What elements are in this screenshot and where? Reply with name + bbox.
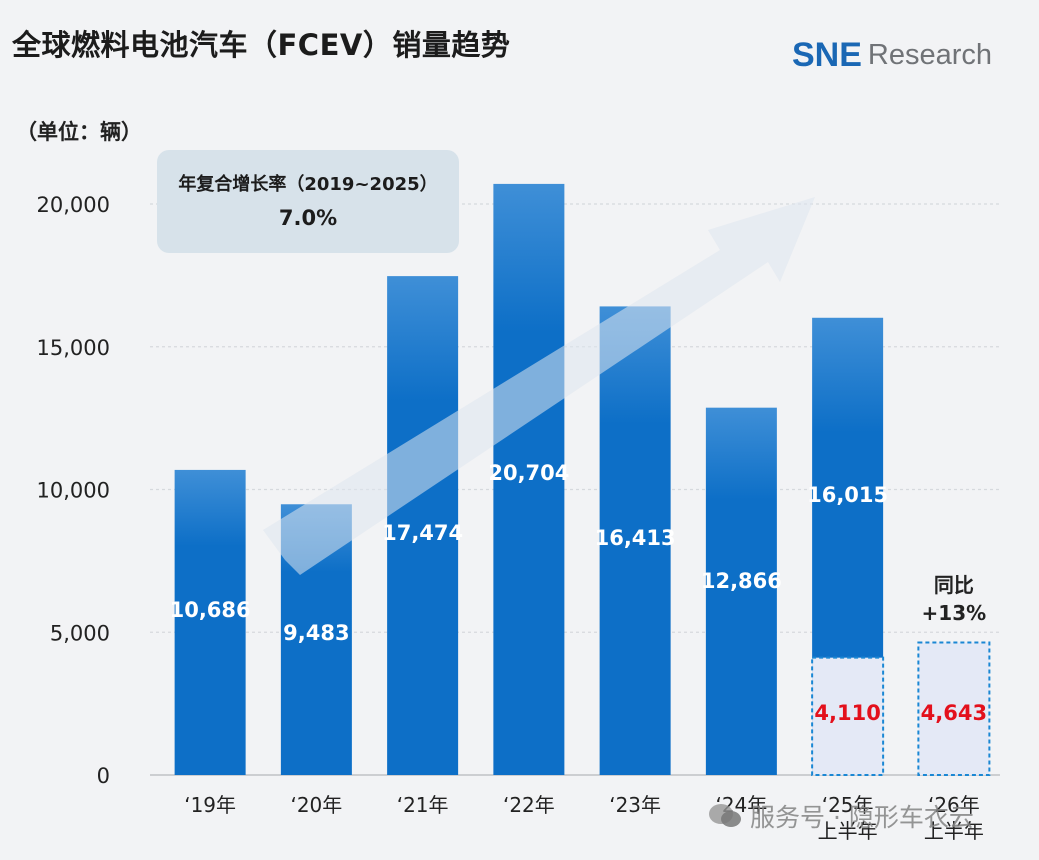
y-tick-label: 5,000 (50, 621, 110, 645)
bar-value-label: 10,686 (170, 598, 251, 622)
x-tick-label: ‘20年 (290, 793, 342, 817)
yoy-label-line2: +13% (922, 601, 987, 625)
x-tick-label: ‘21年 (397, 793, 449, 817)
bar-value-label: 12,866 (701, 569, 782, 593)
y-tick-label: 0 (97, 764, 110, 788)
wechat-icon (709, 804, 741, 827)
bar-value-label: 17,474 (382, 521, 463, 545)
sne-research-logo: SNE Research (792, 30, 992, 80)
unit-label: （单位：辆） (16, 120, 142, 144)
x-tick-label: 上半年 (818, 819, 878, 843)
bar-value-label: 9,483 (283, 621, 349, 645)
y-tick-label: 10,000 (37, 479, 110, 503)
x-tick-label: ‘23年 (609, 793, 661, 817)
bar (705, 407, 777, 775)
h1-bar (811, 656, 885, 776)
y-tick-label: 15,000 (37, 336, 110, 360)
yoy-label-line1: 同比 (934, 573, 974, 597)
x-tick-label: ‘22年 (503, 793, 555, 817)
trend-arrow (263, 197, 815, 575)
x-tick-label: 上半年 (924, 819, 984, 843)
bar-value-label: 20,704 (488, 461, 569, 485)
h1-value-label: 4,643 (921, 701, 987, 725)
logo-sne-text: SNE (792, 35, 862, 74)
chart-title: 全球燃料电池汽车（FCEV）销量趋势 (12, 28, 511, 62)
bar-value-label: 16,413 (595, 526, 676, 550)
y-tick-label: 20,000 (37, 193, 110, 217)
cagr-label: 年复合增长率（2019~2025） (178, 174, 438, 195)
cagr-value: 7.0% (278, 206, 338, 230)
bar (493, 183, 565, 775)
bar-value-label: 16,015 (807, 483, 888, 507)
h1-value-label: 4,110 (814, 701, 880, 725)
x-tick-label: ‘19年 (184, 793, 236, 817)
logo-research-text: Research (867, 38, 993, 71)
watermark-text: 服务号 · 隐形车衣云 (750, 803, 974, 832)
h1-bar (917, 641, 991, 776)
watermark: 服务号 · 隐形车衣云 (708, 798, 974, 834)
bar (387, 276, 459, 775)
x-tick-label: ‘25年 (822, 793, 874, 817)
bar (174, 469, 246, 775)
cagr-callout: 年复合增长率（2019~2025） 7.0% (157, 150, 459, 253)
x-tick-label: ‘26年 (928, 793, 980, 817)
bar (599, 306, 671, 775)
